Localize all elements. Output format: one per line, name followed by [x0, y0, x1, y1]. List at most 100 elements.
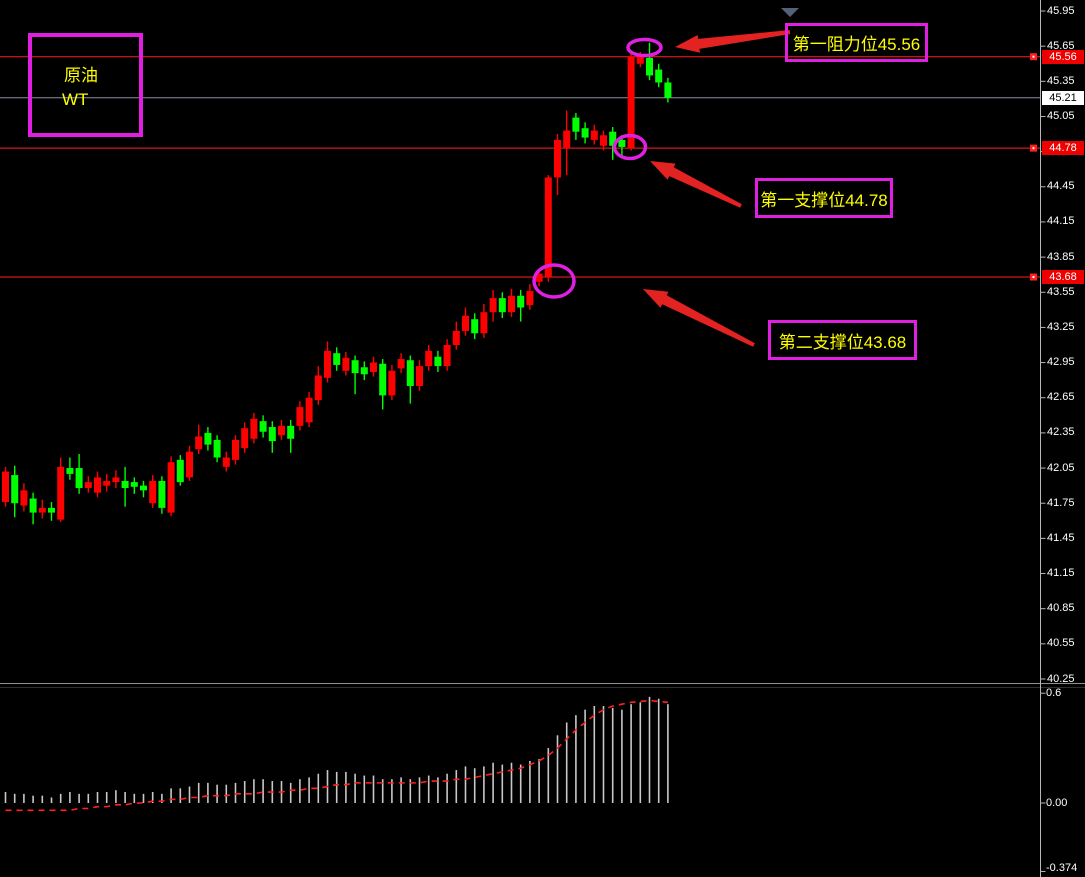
price-axis-tick-label: 40.25	[1047, 672, 1075, 685]
candle-body	[360, 367, 368, 375]
candle-body	[204, 432, 212, 445]
candle-body	[443, 345, 451, 367]
candle-body	[149, 480, 157, 504]
support2-annotation-label: 第二支撑位43.68	[778, 332, 907, 352]
sub-axis-zero-label: 0.00	[1046, 797, 1068, 809]
candle-body	[452, 330, 460, 346]
candle-body	[112, 477, 120, 483]
price-tag-current: 45.21	[1042, 91, 1084, 105]
candle-body	[462, 315, 469, 331]
price-axis-tick-label: 42.05	[1047, 461, 1075, 474]
symbol-name-line1: 原油	[64, 66, 98, 85]
candle-body	[600, 135, 607, 146]
candle-body	[268, 427, 276, 442]
candle-body	[158, 480, 166, 508]
candle-body	[11, 475, 19, 504]
price-axis-tick-label: 43.25	[1047, 320, 1075, 333]
sub-axis-min-label: -0.374	[1046, 862, 1078, 874]
candle-body	[498, 298, 506, 313]
symbol-annotation-box[interactable]: 原油 WT	[28, 33, 143, 137]
price-tag-support1: 44.78	[1042, 141, 1084, 155]
arrow-to-support1[interactable]	[650, 161, 742, 208]
candle-body	[581, 128, 589, 138]
highlight-ellipse-resistance1[interactable]	[626, 37, 663, 58]
candle-body	[655, 69, 663, 83]
price-axis-tick-label: 43.85	[1047, 250, 1075, 263]
highlight-ellipse-support2[interactable]	[532, 263, 576, 299]
osma-signal-line	[5, 699, 668, 812]
candle-body	[94, 477, 101, 493]
candle-body	[287, 425, 295, 439]
resistance1-annotation-box[interactable]: 第一阻力位45.56	[785, 23, 928, 62]
price-axis-tick-label: 40.85	[1047, 602, 1075, 615]
candle-body	[397, 359, 405, 369]
price-axis-tick-label: 44.45	[1047, 180, 1075, 193]
candle-body	[416, 366, 423, 387]
price-axis-tick-label: 45.65	[1047, 39, 1075, 52]
candle-body	[471, 319, 479, 334]
support1-annotation-label: 第一支撑位44.78	[760, 190, 888, 210]
symbol-name-line2: WT	[62, 90, 89, 109]
candle-body	[333, 353, 341, 365]
arrow-to-resistance1[interactable]	[675, 30, 791, 53]
support1-annotation-box[interactable]: 第一支撑位44.78	[755, 178, 893, 218]
candle-body	[250, 418, 258, 439]
candle-body	[195, 436, 203, 450]
candle-body	[388, 370, 396, 396]
candle-body	[572, 117, 580, 132]
price-axis-tick-label: 45.35	[1047, 74, 1075, 87]
candle-body	[278, 425, 285, 436]
sub-axis-max-label: 0.6	[1046, 687, 1062, 699]
level-line-handle-dot	[1032, 147, 1035, 150]
support2-annotation-box[interactable]: 第二支撑位43.68	[768, 320, 917, 360]
price-axis-tick-label: 42.95	[1047, 356, 1075, 369]
price-axis-tick-label: 41.45	[1047, 531, 1075, 544]
candle-body	[48, 507, 55, 513]
candle-body	[434, 356, 442, 367]
candle-body	[84, 482, 92, 488]
candle-body	[517, 295, 525, 308]
candle-body	[213, 439, 221, 458]
level-line-handle-dot	[1032, 276, 1035, 279]
candle-body	[20, 490, 28, 506]
candle-body	[305, 397, 313, 423]
candle-body	[186, 451, 193, 478]
candle-body	[351, 360, 359, 374]
candle-body	[544, 177, 552, 278]
candle-body	[370, 362, 377, 372]
candle-body	[563, 130, 571, 149]
price-tag-support2: 43.68	[1042, 270, 1084, 284]
candle-body	[121, 480, 129, 488]
candle-body	[38, 507, 46, 513]
price-axis-tick-label: 45.05	[1047, 109, 1075, 122]
candle-body	[489, 298, 497, 313]
candle-body	[29, 498, 37, 513]
candle-body	[176, 459, 184, 483]
resistance1-annotation-label: 第一阻力位45.56	[792, 35, 921, 54]
candle-body	[296, 407, 304, 426]
candle-body	[554, 139, 561, 178]
candle-body	[342, 357, 350, 371]
price-axis-tick-label: 42.35	[1047, 426, 1075, 439]
candle-body	[167, 462, 175, 513]
candle-body	[57, 466, 65, 520]
candle-body	[646, 57, 653, 76]
candle-body	[535, 273, 543, 282]
candle-body	[324, 350, 331, 378]
highlight-ellipse-support1[interactable]	[612, 133, 648, 161]
candle-body	[314, 375, 322, 401]
chart-shift-marker[interactable]	[781, 8, 799, 17]
arrow-to-support2[interactable]	[643, 289, 755, 347]
price-axis-tick-label: 45.95	[1047, 4, 1075, 17]
candle-body	[2, 471, 9, 503]
candle-body	[259, 421, 267, 432]
price-axis-tick-label: 41.15	[1047, 567, 1075, 580]
price-axis-tick-label: 41.75	[1047, 496, 1075, 509]
candle-body	[75, 468, 83, 488]
candle-body	[232, 439, 239, 460]
candle-body	[425, 350, 433, 367]
price-axis-tick-label: 40.55	[1047, 637, 1075, 650]
candle-body	[664, 82, 672, 98]
